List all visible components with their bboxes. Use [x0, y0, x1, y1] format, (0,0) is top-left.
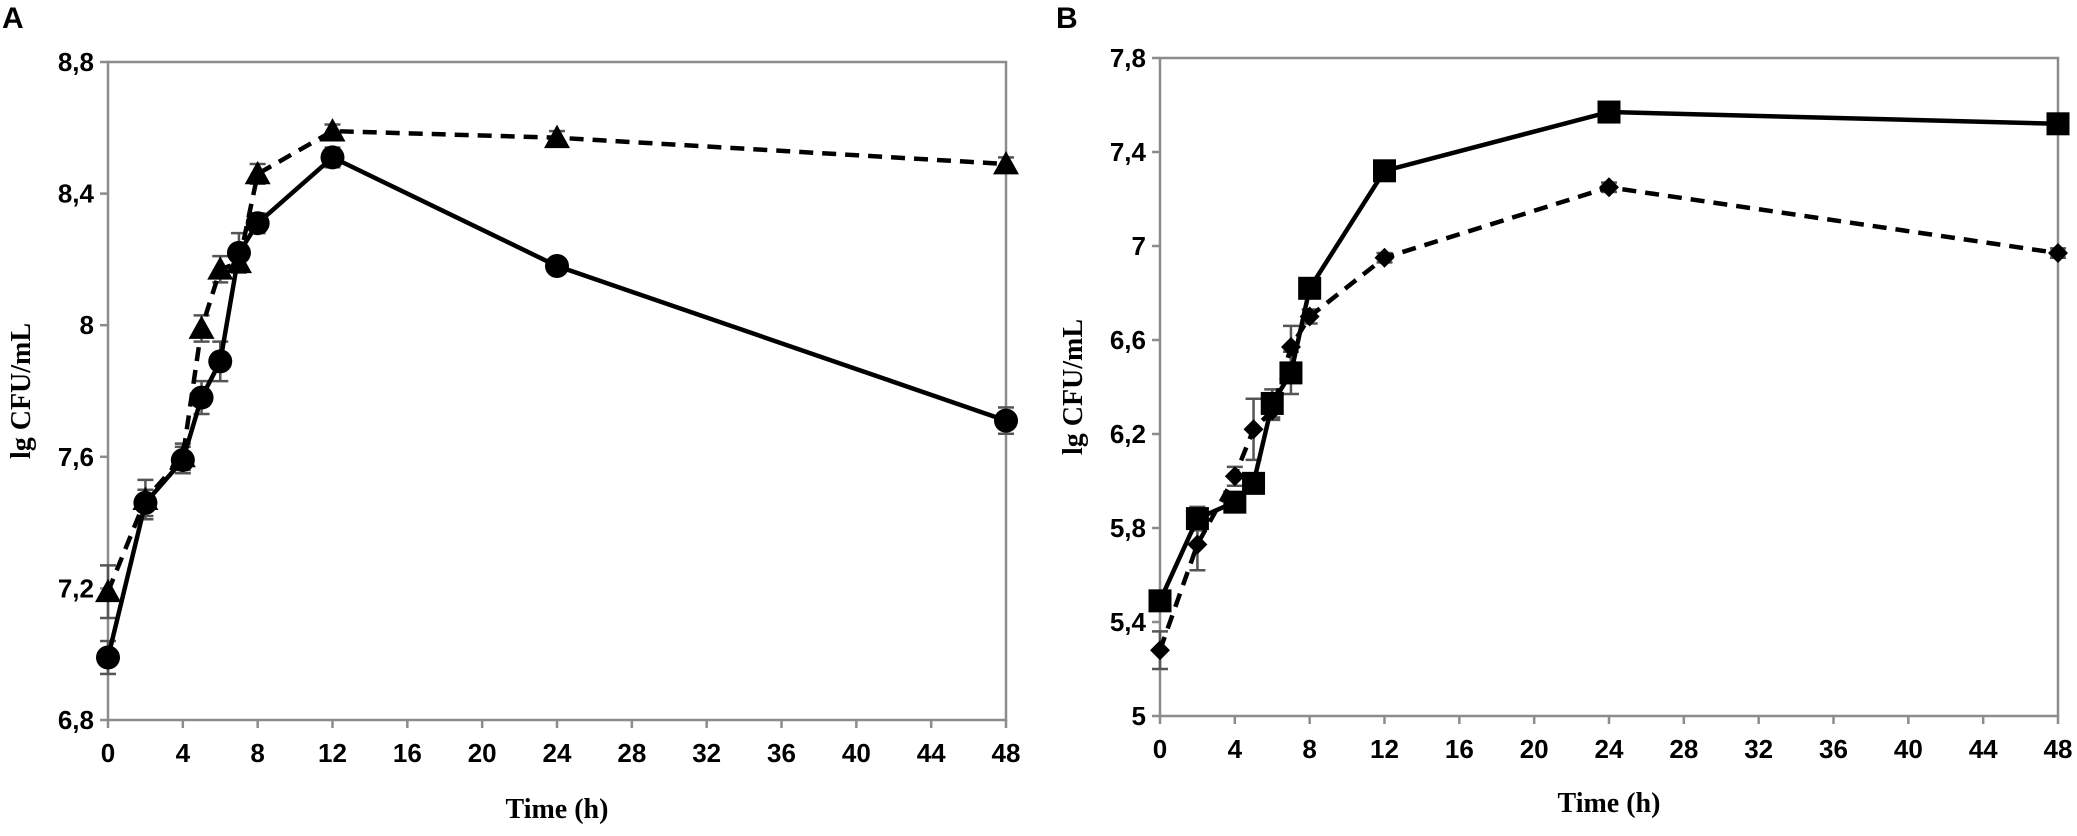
- y-tick-label: 5,8: [1110, 513, 1146, 543]
- y-tick-label: 8,8: [58, 47, 94, 77]
- x-tick-label: 0: [101, 738, 115, 768]
- circle-data-point: [245, 211, 270, 236]
- y-tick-label: 7,2: [58, 573, 94, 603]
- x-tick-label: 0: [1153, 734, 1167, 764]
- circle-data-point: [208, 349, 233, 374]
- panel-b-x-axis-title: Time (h): [1558, 788, 1661, 819]
- circle-data-point: [189, 385, 214, 410]
- y-tick-label: 5: [1132, 701, 1146, 731]
- x-tick-label: 28: [1669, 734, 1698, 764]
- y-tick-label: 7: [1132, 231, 1146, 261]
- panel-a-error-bars: [100, 123, 1014, 676]
- y-tick-label: 6,8: [58, 705, 94, 735]
- panel-b-ticks: 0 4 8 12 16 20 24 28 32 36 40 44 4855,45,86,26,677,4…: [1110, 43, 2073, 764]
- x-tick-label: 44: [1969, 734, 1998, 764]
- panel-a-x-axis-title: Time (h): [506, 794, 609, 825]
- panel-b-markers: [1148, 100, 2070, 661]
- x-tick-label: 12: [318, 738, 347, 768]
- circle-data-point: [545, 253, 569, 278]
- square-data-point: [1148, 589, 1172, 613]
- triangle-data-point: [225, 249, 252, 274]
- x-tick-label: 4: [1228, 734, 1243, 764]
- x-tick-label: 44: [917, 738, 946, 768]
- x-tick-label: 24: [1595, 734, 1624, 764]
- triangle-data-point: [207, 256, 234, 280]
- triangle-data-point: [544, 124, 570, 149]
- x-tick-label: 8: [1302, 734, 1316, 764]
- panel-a-label: A: [2, 2, 24, 35]
- diamond-data-point: [1374, 247, 1395, 268]
- diamond-data-point: [1599, 177, 1619, 198]
- y-tick-label: 8: [80, 310, 94, 340]
- panel-a: A 0 4 8 12 16 20 24 28 32 36 40 44 486,87,27,688,48,…: [2, 2, 1020, 825]
- triangle-data-point: [132, 486, 159, 510]
- diamond-data-point: [1150, 640, 1170, 661]
- x-tick-label: 4: [176, 738, 191, 768]
- panel-b-plot-frame: [1158, 56, 2060, 718]
- triangle-data-point: [319, 118, 346, 142]
- diamond-data-point: [1224, 466, 1245, 487]
- square-data-point: [1597, 100, 1621, 124]
- circle-data-point: [320, 145, 345, 170]
- x-tick-label: 36: [767, 738, 796, 768]
- diamond-data-point: [1299, 306, 1320, 327]
- triangle-data-point: [993, 150, 1019, 175]
- x-tick-label: 40: [1894, 734, 1923, 764]
- x-tick-label: 28: [617, 738, 646, 768]
- square-data-point: [1242, 471, 1266, 495]
- x-tick-label: 32: [1744, 734, 1773, 764]
- diamond-data-point: [1243, 419, 1264, 440]
- panel-a-plot-frame: [106, 60, 1008, 722]
- x-tick-label: 20: [1520, 734, 1549, 764]
- panel-a-markers: [95, 118, 1019, 670]
- x-tick-label: 32: [692, 738, 721, 768]
- x-tick-label: 40: [842, 738, 871, 768]
- diamond-data-point: [1262, 400, 1283, 421]
- square-data-point: [1185, 507, 1209, 531]
- x-tick-label: 48: [2044, 734, 2073, 764]
- circle-data-point: [96, 645, 120, 670]
- y-tick-label: 7,6: [58, 442, 94, 472]
- square-data-point: [1279, 361, 1303, 385]
- x-tick-label: 20: [468, 738, 497, 768]
- square-data-point: [1298, 276, 1322, 300]
- panel-b: B 0 4 8 12 16 20 24 28 32 36 40 44 4855,45,86,26,677…: [1056, 2, 2072, 819]
- x-tick-label: 8: [250, 738, 264, 768]
- x-tick-label: 48: [992, 738, 1021, 768]
- triangle-data-point: [95, 578, 121, 603]
- x-tick-label: 12: [1370, 734, 1399, 764]
- panel-a-ticks: 0 4 8 12 16 20 24 28 32 36 40 44 486,87,27,688,48,8: [58, 47, 1021, 768]
- triangle-data-point: [188, 315, 215, 339]
- y-tick-label: 7,8: [1110, 43, 1146, 73]
- triangle-data-point: [169, 443, 196, 468]
- square-data-point: [2046, 112, 2070, 136]
- circle-data-point: [994, 408, 1018, 433]
- diamond-data-point: [2048, 243, 2068, 264]
- diamond-data-point: [1187, 534, 1208, 555]
- y-tick-label: 8,4: [58, 179, 95, 209]
- x-tick-label: 16: [393, 738, 422, 768]
- panel-a-y-axis-title: lg CFU/mL: [6, 323, 37, 459]
- x-tick-label: 16: [1445, 734, 1474, 764]
- y-tick-label: 6,2: [1110, 419, 1146, 449]
- series-triangle-line: [105, 128, 1007, 593]
- series-diamond-line: [1157, 184, 2059, 651]
- y-tick-label: 7,4: [1110, 137, 1147, 167]
- x-tick-label: 24: [543, 738, 572, 768]
- panel-b-y-axis-title: lg CFU/mL: [1058, 319, 1089, 455]
- y-tick-label: 6,6: [1110, 325, 1146, 355]
- diamond-data-point: [1280, 337, 1301, 358]
- y-tick-label: 5,4: [1110, 607, 1147, 637]
- triangle-data-point: [244, 160, 271, 185]
- panel-a-series-lines: [105, 128, 1007, 659]
- x-tick-label: 36: [1819, 734, 1848, 764]
- square-data-point: [1373, 159, 1396, 183]
- panel-b-label: B: [1056, 2, 1078, 35]
- square-data-point: [1223, 490, 1247, 514]
